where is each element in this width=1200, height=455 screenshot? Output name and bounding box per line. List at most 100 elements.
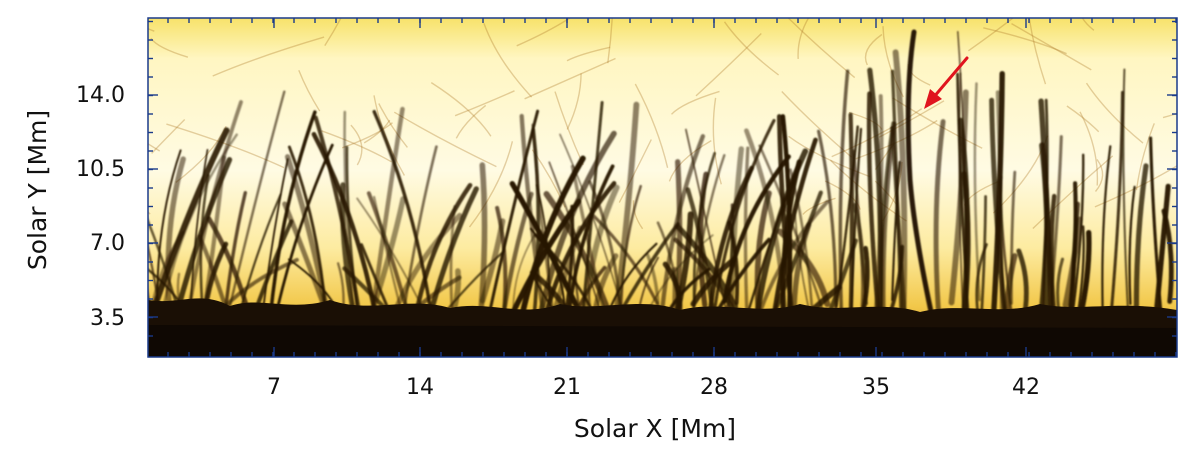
spicule (872, 94, 884, 332)
spicule (313, 115, 362, 318)
spicule (662, 261, 683, 315)
spicule (891, 160, 901, 302)
faint-fibril (566, 73, 582, 130)
spicule (777, 114, 797, 337)
faint-fibril (797, 18, 810, 59)
spicule (588, 180, 622, 314)
faint-fibril (1066, 105, 1100, 133)
x-tick-label-21: 21 (553, 375, 581, 400)
faint-fibril (212, 36, 325, 77)
faint-fibril (670, 90, 720, 115)
faint-fibril (566, 46, 611, 62)
spicule (401, 145, 438, 317)
spicule (1009, 170, 1017, 305)
faint-fibril (1032, 155, 1114, 230)
faint-fibrils (148, 18, 1177, 230)
spicule (1038, 98, 1055, 338)
faint-fibril (607, 18, 613, 64)
faint-fibril (1028, 18, 1047, 85)
spicule (709, 118, 776, 336)
spicule (743, 146, 750, 319)
faint-fibril (878, 100, 945, 138)
spicule (512, 235, 535, 315)
faint-fibril (393, 111, 497, 168)
spicule (1128, 185, 1136, 305)
faint-fibril (516, 18, 572, 47)
faint-fibril (787, 18, 856, 79)
spicule (708, 165, 755, 312)
spicule (222, 257, 299, 310)
spicule (607, 242, 658, 314)
spicule (165, 156, 186, 308)
spicule (838, 69, 850, 331)
faint-fibril (668, 139, 712, 182)
spicule (948, 89, 969, 306)
spicule (835, 125, 859, 308)
faint-fibril (148, 210, 151, 215)
spicule (531, 127, 541, 324)
faint-fibril (350, 124, 363, 166)
faint-fibril (1094, 158, 1104, 192)
spicule (272, 143, 334, 327)
faint-fibril (864, 33, 883, 66)
tick-marks (148, 18, 1177, 357)
spicule (1062, 216, 1083, 308)
faint-fibril (524, 57, 616, 100)
spicule (509, 181, 579, 308)
faint-fibril (468, 141, 514, 228)
faint-fibril (321, 130, 392, 163)
faint-fibril (378, 103, 408, 148)
spicule (581, 101, 604, 317)
spicule (690, 256, 737, 307)
faint-fibril (166, 123, 285, 169)
y-axis-title: Solar Y [Mm] (23, 110, 52, 270)
spicule (933, 119, 946, 333)
faint-fibril (618, 139, 652, 203)
image-plot-area (148, 18, 1177, 357)
spicule (449, 205, 457, 314)
spicule (370, 106, 405, 317)
spicule (372, 110, 436, 334)
y-tick-label-14-0: 14.0 (76, 83, 125, 108)
x-tick-label-42: 42 (1012, 375, 1040, 400)
spicule (714, 237, 771, 315)
faint-fibril (298, 70, 321, 112)
spicule (223, 191, 247, 317)
dark-limb-band (148, 325, 1177, 357)
spicule (979, 195, 987, 322)
spicule (153, 127, 230, 305)
spicule (343, 110, 355, 309)
faint-fibril (324, 18, 342, 46)
x-axis-title: Solar X [Mm] (574, 414, 736, 443)
faint-fibril (363, 119, 391, 144)
faint-fibril (1085, 82, 1144, 144)
x-tick-label-28: 28 (700, 375, 728, 400)
faint-fibril (455, 104, 487, 139)
highlighted-spicule (905, 29, 938, 333)
spicule (148, 268, 182, 305)
spicule (539, 130, 617, 311)
spicule (645, 253, 660, 304)
x-tick-label-7: 7 (267, 375, 281, 400)
y-tick-label-3-5: 3.5 (90, 306, 125, 331)
faint-fibril (151, 119, 186, 154)
spicule (484, 109, 540, 333)
spicule (1108, 90, 1124, 328)
faint-fibril (967, 18, 1015, 52)
faint-fibril (483, 22, 533, 98)
spicule (758, 144, 831, 334)
spicule (727, 220, 740, 306)
spicule (582, 184, 620, 315)
faint-fibril (695, 33, 762, 97)
faint-fibril (1079, 111, 1099, 186)
spicule (850, 127, 863, 329)
spicule (961, 171, 971, 310)
spicule (618, 221, 680, 314)
faint-fibril (430, 82, 492, 137)
spicule (879, 121, 895, 325)
faint-fibril (634, 83, 669, 168)
faint-fibril (723, 21, 780, 76)
x-tick-label-14: 14 (406, 375, 434, 400)
spicule (373, 195, 402, 308)
